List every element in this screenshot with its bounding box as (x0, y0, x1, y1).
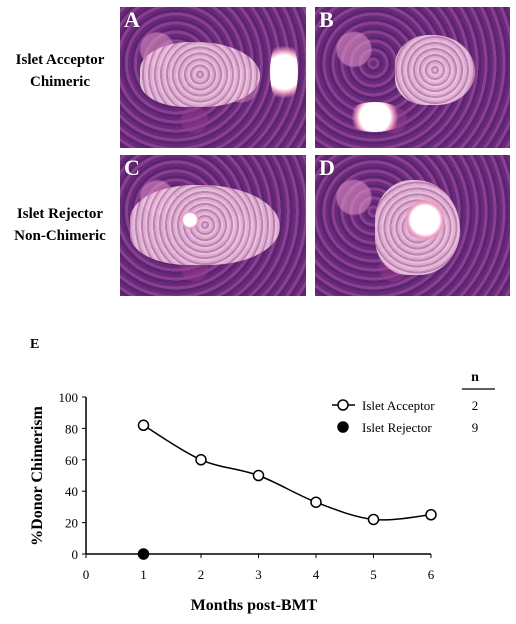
x-tick-label: 6 (428, 567, 435, 582)
y-tick-label: 20 (65, 516, 78, 531)
row-label-islet-rejector: Islet Rejector Non-Chimeric (4, 203, 116, 247)
panel-letter-b: B (319, 7, 334, 32)
row-label-islet-acceptor: Islet Acceptor Chimeric (4, 49, 116, 93)
y-axis-label: %Donor Chimerism (29, 405, 46, 545)
islet-acceptor-point (252, 469, 265, 482)
y-axis-ticks: 0 20 40 60 80 100 (59, 390, 86, 562)
islet-acceptor-point (137, 419, 150, 432)
islet-rejector-point (137, 548, 150, 560)
series-points (137, 419, 437, 560)
row-label-line: Islet Acceptor (15, 52, 105, 68)
islet-acceptor-point (195, 454, 207, 466)
y-tick-label: 100 (59, 390, 79, 405)
panel-letter-e: E (30, 337, 40, 352)
histology-panel-b: B (315, 7, 510, 148)
legend-series-n: 2 (472, 398, 479, 413)
histology-panel-a: A (120, 7, 306, 148)
panel-letter-d: D (319, 155, 335, 180)
islet-acceptor-point (310, 496, 322, 508)
islet-acceptor-point (367, 513, 380, 526)
x-tick-label: 4 (313, 567, 320, 582)
legend-marker (337, 399, 349, 411)
row-label-line: Non-Chimeric (14, 228, 106, 244)
legend-marker (337, 421, 349, 433)
islet-acceptor-point (425, 509, 437, 521)
series-line-0 (143, 424, 432, 521)
chart-legend: n Islet Acceptor 2 Islet Rejector 9 (332, 370, 495, 435)
y-tick-label: 40 (65, 484, 78, 499)
y-tick-label: 80 (65, 421, 78, 436)
y-tick-label: 0 (72, 547, 79, 562)
legend-series-name: Islet Acceptor (362, 398, 435, 413)
y-tick-label: 60 (65, 453, 78, 468)
series-lines (143, 424, 432, 521)
legend-series-n: 9 (472, 420, 479, 435)
x-tick-label: 0 (83, 567, 90, 582)
x-tick-label: 2 (198, 567, 205, 582)
row-label-line: Chimeric (30, 74, 90, 90)
legend-n-header: n (471, 370, 479, 385)
row-label-line: Islet Rejector (16, 206, 104, 222)
x-tick-label: 3 (255, 567, 262, 582)
histology-panel-c: C (120, 155, 306, 296)
x-axis-label: Months post-BMT (191, 597, 318, 614)
histology-panel-d: D (315, 155, 510, 296)
panel-letter-a: A (124, 7, 140, 32)
x-tick-label: 1 (140, 567, 147, 582)
x-tick-label: 5 (370, 567, 377, 582)
x-axis-ticks: 0 1 2 3 4 5 6 (83, 554, 435, 582)
panel-letter-c: C (124, 155, 140, 180)
legend-series-name: Islet Rejector (362, 420, 432, 435)
